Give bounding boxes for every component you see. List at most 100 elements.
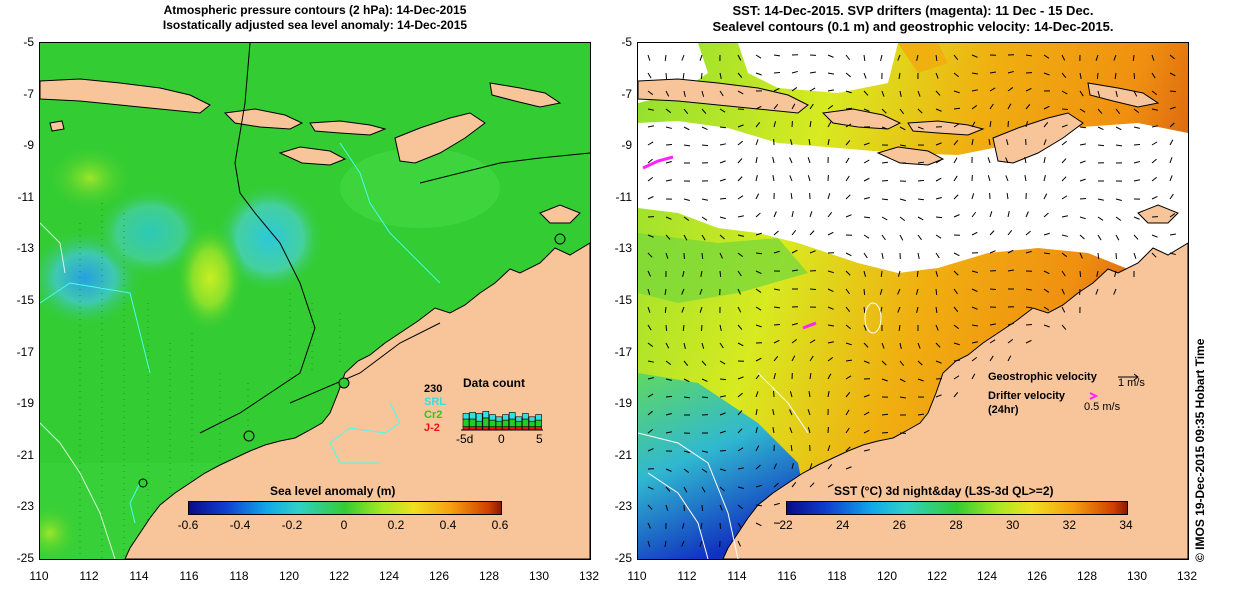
- velocity-arrow: [989, 71, 996, 74]
- velocity-arrow: [971, 341, 978, 344]
- velocity-arrow: [1043, 252, 1051, 255]
- velocity-arrow: [699, 288, 703, 295]
- velocity-arrow: [647, 90, 654, 96]
- velocity-arrow: [1114, 72, 1117, 80]
- velocity-arrow: [935, 306, 938, 314]
- data-count-tick-start: -5d: [456, 432, 474, 446]
- right-colorbar-tick: 26: [892, 518, 906, 532]
- data-count-bar: [469, 418, 476, 427]
- velocity-arrow: [1006, 139, 1009, 146]
- velocity-arrow: [719, 468, 726, 472]
- velocity-arrow: [1132, 54, 1135, 62]
- data-count-tick-end: 5: [536, 432, 543, 446]
- velocity-arrow: [935, 216, 943, 219]
- data-count-total: 230: [424, 383, 443, 395]
- velocity-arrow: [827, 306, 834, 310]
- velocity-arrow: [719, 342, 724, 349]
- lat-tick-right: -21: [614, 447, 632, 462]
- velocity-arrow: [737, 54, 742, 61]
- velocity-arrow: [971, 324, 979, 327]
- velocity-arrow: [647, 158, 653, 164]
- velocity-arrow: [737, 467, 744, 470]
- velocity-arrow: [1113, 288, 1117, 295]
- velocity-arrow: [737, 72, 743, 78]
- velocity-arrow: [1151, 108, 1158, 111]
- velocity-arrow: [683, 450, 690, 454]
- velocity-arrow: [1097, 198, 1104, 201]
- velocity-arrow: [737, 270, 742, 277]
- drifter-velocity-sub: (24hr): [988, 404, 1019, 416]
- velocity-arrow: [1133, 90, 1138, 97]
- velocity-arrow: [681, 54, 685, 61]
- velocity-arrow: [1133, 143, 1141, 146]
- velocity-arrow: [863, 342, 869, 348]
- velocity-arrow: [863, 270, 867, 277]
- data-count-tick-zero: 0: [498, 432, 505, 446]
- velocity-arrow: [1043, 193, 1048, 200]
- data-count-bar: [475, 413, 483, 422]
- velocity-arrow: [665, 143, 673, 146]
- velocity-arrow: [1079, 197, 1087, 200]
- velocity-arrow: [1061, 72, 1067, 78]
- velocity-arrow: [845, 270, 851, 276]
- velocity-arrow: [701, 342, 705, 349]
- right-colorbar-tick: 22: [779, 518, 793, 532]
- velocity-arrow: [1115, 216, 1122, 221]
- data-count-bar: [508, 418, 516, 427]
- velocity-arrow: [971, 288, 978, 292]
- velocity-arrow: [737, 522, 742, 529]
- velocity-arrow: [1169, 175, 1173, 182]
- lon-tick-right: 110: [627, 569, 647, 583]
- velocity-arrow: [971, 193, 975, 200]
- velocity-arrow: [719, 486, 725, 492]
- velocity-arrow: [1025, 288, 1032, 291]
- velocity-arrow: [809, 87, 816, 92]
- velocity-arrow: [699, 540, 703, 547]
- velocity-arrow: [953, 359, 961, 362]
- velocity-arrow: [791, 70, 798, 74]
- velocity-arrow: [647, 176, 654, 182]
- velocity-arrow: [1007, 355, 1012, 362]
- velocity-arrow: [917, 342, 921, 349]
- velocity-arrow: [665, 108, 672, 114]
- velocity-arrow: [1079, 72, 1082, 79]
- velocity-arrow: [773, 250, 780, 254]
- velocity-arrow: [827, 341, 834, 344]
- velocity-arrow: [737, 252, 744, 258]
- velocity-arrow: [917, 108, 923, 114]
- velocity-arrow: [845, 107, 853, 110]
- velocity-arrow: [1151, 176, 1158, 182]
- velocity-arrow: [755, 105, 762, 110]
- velocity-arrow: [935, 270, 939, 277]
- velocity-arrow: [863, 90, 869, 96]
- velocity-arrow: [917, 234, 922, 241]
- velocity-arrow: [683, 396, 691, 399]
- velocity-arrow: [647, 234, 654, 238]
- velocity-arrow: [1043, 232, 1050, 236]
- velocity-arrow: [1043, 157, 1046, 164]
- velocity-arrow: [971, 72, 978, 75]
- velocity-arrow: [755, 72, 762, 76]
- lon-tick-left: 124: [378, 569, 400, 583]
- velocity-arrow: [899, 198, 906, 202]
- velocity-arrow: [845, 123, 852, 128]
- velocity-arrow: [845, 409, 850, 416]
- velocity-arrow: [719, 504, 723, 511]
- velocity-arrow: [772, 157, 775, 164]
- velocity-arrow: [809, 250, 816, 254]
- velocity-arrow: [881, 413, 889, 416]
- velocity-arrow: [808, 391, 811, 398]
- velocity-arrow: [665, 486, 671, 492]
- velocity-arrow: [773, 355, 779, 362]
- velocity-arrow: [845, 54, 851, 61]
- velocity-arrow: [773, 121, 777, 128]
- velocity-arrow: [755, 193, 760, 200]
- velocity-arrow: [989, 103, 994, 110]
- velocity-arrow: [845, 466, 852, 470]
- data-count-bar: [535, 414, 542, 421]
- velocity-arrow: [773, 87, 780, 92]
- velocity-arrow: [789, 409, 793, 416]
- velocity-arrow: [953, 107, 961, 110]
- velocity-arrow: [899, 360, 905, 367]
- velocity-arrow: [791, 229, 797, 236]
